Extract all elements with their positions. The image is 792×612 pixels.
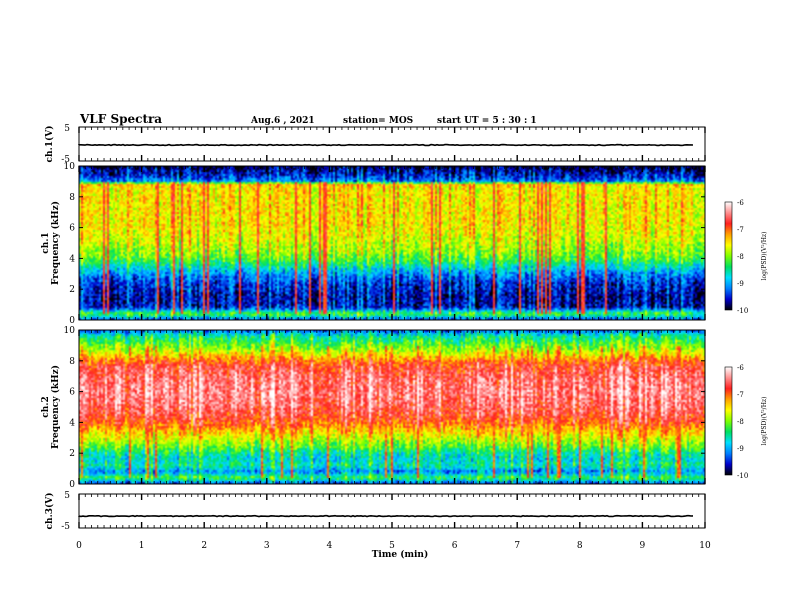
ch2-cb-tick-9: -9 <box>737 445 744 453</box>
ch2-cb-tick-7: -7 <box>737 391 744 399</box>
voltage-line <box>78 143 694 147</box>
ch3-ytick-bottom: -5 <box>61 522 70 532</box>
ch3-voltage-ylabel: ch.3(V) <box>44 493 55 530</box>
ch1-cb-tick-6: -6 <box>737 199 744 207</box>
ch2-spectrogram-image <box>79 330 705 484</box>
ch1-cb-tick-9: -9 <box>737 280 744 288</box>
ch2-cb-tick-6: -6 <box>737 364 744 372</box>
ch1-spectrogram-image <box>79 166 705 320</box>
ch1-spec-ylabel-line1: ch.1 <box>41 232 51 253</box>
ch1-spectrogram-panel: 0 2 4 6 8 10 ch.1 Frequency (kHz) <box>41 162 706 326</box>
ytick-label: 10 <box>64 162 76 172</box>
ytick-label: 0 <box>69 316 75 326</box>
ch1-colorbar-label: log(PSD)(V²/Hz) <box>761 232 768 281</box>
ch2-spec-ylabel-line1: ch.2 <box>41 396 51 417</box>
figure-title: VLF Spectra <box>79 112 162 126</box>
time-axis-label: Time (min) <box>372 549 429 560</box>
ytick-label: 8 <box>69 357 75 367</box>
ch1-voltage-ylabel: ch.1(V) <box>44 126 55 163</box>
voltage-line <box>78 514 694 518</box>
ch1-cb-tick-8: -8 <box>737 253 744 261</box>
xtick-label: 4 <box>327 541 333 551</box>
xtick-label: 5 <box>389 541 395 551</box>
ytick-label: 4 <box>69 254 75 264</box>
ytick-label: 10 <box>64 326 76 336</box>
ch3-voltage-trace <box>78 514 694 518</box>
ch3-voltage-panel: 5 -5 ch.3(V) <box>44 491 706 532</box>
ch1-cb-tick-7: -7 <box>737 226 744 234</box>
ch3-ytick-top: 5 <box>64 491 70 501</box>
ch1-colorbar-gradient <box>724 201 733 311</box>
ch1-voltage-trace <box>78 143 694 147</box>
ch1-voltage-panel: 5 -5 ch.1(V) <box>44 124 706 165</box>
ch1-cb-tick-10: -10 <box>737 307 748 315</box>
xtick-label: 10 <box>699 541 711 551</box>
ch1-spec-ylabel-line2: Frequency (kHz) <box>50 201 61 285</box>
xtick-label: 1 <box>139 541 145 551</box>
xtick-label: 0 <box>76 541 82 551</box>
xtick-label: 3 <box>264 541 270 551</box>
ch1-ytick-top: 5 <box>64 124 70 134</box>
ch2-cb-tick-8: -8 <box>737 418 744 426</box>
ytick-label: 6 <box>69 388 75 398</box>
ch2-cb-tick-10: -10 <box>737 472 748 480</box>
ch2-spec-ylabel-line2: Frequency (kHz) <box>50 365 61 449</box>
ytick-label: 4 <box>69 418 75 428</box>
xtick-label: 7 <box>514 541 520 551</box>
ytick-label: 2 <box>69 285 75 295</box>
station-label: station= MOS <box>343 116 413 126</box>
ch2-spectrogram-panel: 0 2 4 6 8 10 ch.2 Frequency (kHz) <box>41 326 706 490</box>
start-time-label: start UT = 5 : 30 : 1 <box>437 116 537 126</box>
xtick-label: 2 <box>201 541 207 551</box>
date-label: Aug.6 , 2021 <box>250 116 315 126</box>
ytick-label: 2 <box>69 449 75 459</box>
ytick-label: 6 <box>69 224 75 234</box>
xtick-label: 9 <box>640 541 646 551</box>
ch1-ytick-bottom: -5 <box>61 155 70 165</box>
xtick-label: 8 <box>577 541 583 551</box>
ch2-colorbar-gradient <box>724 366 733 476</box>
ch2-colorbar: -6 -7 -8 -9 -10 log(PSD)(V²/Hz) <box>724 364 768 480</box>
ytick-label: 8 <box>69 193 75 203</box>
time-axis-ticks: 0 1 2 3 4 5 6 7 8 9 10 <box>76 127 711 551</box>
ytick-label: 0 <box>69 480 75 490</box>
xtick-label: 6 <box>452 541 458 551</box>
ch1-colorbar: -6 -7 -8 -9 -10 log(PSD)(V²/Hz) <box>724 199 768 315</box>
ch2-colorbar-label: log(PSD)(V²/Hz) <box>761 397 768 446</box>
